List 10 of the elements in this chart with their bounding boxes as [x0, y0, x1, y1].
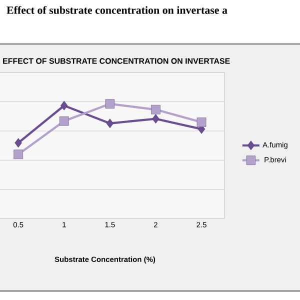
chart-title: Effect of substrate concentration on invertase a — [6, 6, 228, 14]
point — [152, 114, 160, 124]
point — [196, 118, 206, 127]
point — [105, 99, 115, 109]
point — [151, 104, 160, 114]
point — [59, 116, 69, 126]
point — [60, 100, 68, 110]
point — [106, 118, 114, 128]
point — [14, 150, 24, 160]
point — [14, 138, 22, 148]
